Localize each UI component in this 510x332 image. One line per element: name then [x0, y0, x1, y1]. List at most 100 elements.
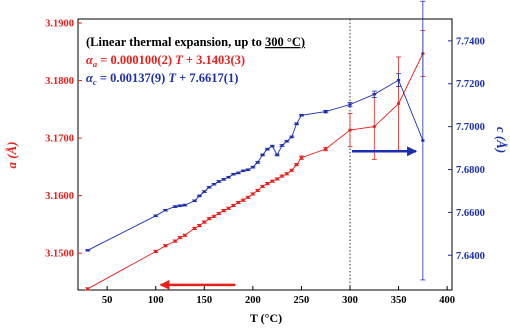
annotation-line-a: αa = 0.000100(2) T + 3.1403(3) — [86, 53, 245, 69]
series-a-point — [251, 192, 255, 196]
series-c-point — [197, 194, 202, 198]
x-tick-label: 300 — [342, 295, 358, 306]
series-c-point — [372, 93, 376, 96]
series-a-point — [163, 244, 168, 247]
series-a-point — [280, 174, 284, 178]
y-tick-label-left: 3.1500 — [45, 249, 74, 260]
series-c-point — [192, 199, 197, 203]
series-a-point — [260, 185, 265, 188]
series-a-point — [231, 204, 236, 207]
series-a-point — [212, 215, 216, 218]
series-c-point — [348, 103, 352, 106]
series-a-point — [285, 172, 289, 175]
series-a-point — [217, 212, 221, 215]
series-c-point — [207, 186, 211, 189]
series-c-point — [270, 144, 274, 148]
y-tick-label-right: 7.6800 — [456, 165, 485, 176]
series-a-point — [275, 177, 279, 181]
series-a-point — [256, 189, 260, 192]
series-c-point — [290, 135, 294, 139]
series-c-point — [285, 140, 289, 143]
series-a-point — [178, 236, 182, 239]
series-c-point — [178, 204, 182, 207]
series-a-point — [173, 239, 177, 243]
y-tick-label-right: 7.6400 — [456, 251, 485, 262]
series-c-point — [222, 178, 226, 181]
series-c-point — [217, 180, 221, 183]
series-a-point — [183, 234, 187, 237]
series-a-point — [265, 182, 270, 185]
series-c-point — [256, 161, 260, 164]
series-a-point — [192, 227, 197, 230]
y-tick-label-right: 7.7000 — [456, 122, 485, 133]
series-c-point — [299, 114, 304, 117]
series-c-point — [86, 249, 90, 252]
series-c-point — [275, 153, 279, 157]
x-tick-label: 400 — [439, 295, 455, 306]
series-c-point — [260, 153, 265, 157]
series-c-point — [202, 190, 206, 193]
series-a-layer — [85, 30, 426, 291]
series-a-line — [87, 53, 424, 290]
y-axis-label-left: a (Å) — [4, 141, 19, 168]
series-a-point — [290, 169, 294, 172]
y-tick-label-right: 7.7200 — [456, 79, 485, 90]
arrows-layer — [159, 146, 418, 290]
series-a-point — [202, 220, 206, 224]
series-a-point — [324, 147, 328, 151]
annotation-line-c: αc = 0.00137(9) T + 7.6617(1) — [86, 71, 238, 87]
y-tick-label-left: 3.1900 — [45, 19, 74, 30]
series-a-point — [372, 125, 376, 128]
series-a-point — [154, 250, 158, 253]
series-c-layer — [85, 0, 426, 281]
series-c-point — [226, 176, 231, 179]
x-tick-label: 100 — [148, 295, 164, 306]
series-c-point — [265, 147, 270, 151]
series-c-point — [280, 144, 284, 147]
y-axis-label-right: c (Å) — [494, 127, 509, 153]
series-c-point — [163, 209, 168, 212]
series-a-point — [246, 196, 250, 199]
series-a-point — [222, 209, 226, 212]
y-tick-label-left: 3.1800 — [45, 76, 74, 87]
x-axis-label: T (°C) — [250, 311, 282, 325]
series-a-point — [197, 224, 202, 227]
series-c-point — [421, 139, 425, 142]
series-c-point — [154, 214, 158, 218]
series-a-point — [299, 156, 304, 159]
series-c-point — [236, 171, 240, 175]
ticks-layer: 50 100 150 200 250 300 350 400 3.1500 3.1600 3.170… — [45, 19, 485, 306]
annotation-line-1: (Linear thermal expansion, up to 300 °C) — [86, 35, 305, 49]
x-tick-label: 150 — [196, 295, 212, 306]
series-a-point — [270, 180, 274, 183]
x-tick-label: 350 — [391, 295, 407, 306]
x-tick-label: 250 — [294, 295, 310, 306]
y-tick-label-left: 3.1700 — [45, 134, 74, 145]
y-tick-label-right: 7.7400 — [456, 36, 485, 47]
series-c-point — [396, 78, 401, 82]
series-a-point — [396, 102, 401, 105]
series-c-point — [173, 205, 177, 208]
series-a-point — [241, 199, 245, 202]
series-c-point — [241, 169, 245, 172]
y-tick-label-right: 7.6600 — [456, 208, 485, 219]
series-c-point — [246, 168, 250, 171]
series-c-point — [212, 183, 216, 186]
plot-frame — [77, 18, 453, 291]
y-tick-label-left: 3.1600 — [45, 191, 74, 202]
series-a-point — [207, 217, 211, 220]
series-c-point — [183, 203, 187, 207]
series-a-point — [86, 287, 90, 291]
series-c-point — [294, 122, 299, 126]
series-c-point — [251, 165, 255, 169]
series-c-point — [231, 173, 236, 176]
series-a-point — [294, 163, 299, 166]
x-tick-label: 50 — [102, 295, 113, 306]
annotation-limit: 300 °C) — [265, 35, 305, 49]
series-a-point — [236, 201, 240, 204]
series-a-point — [348, 128, 352, 132]
series-a-point — [226, 207, 231, 210]
series-c-line — [87, 79, 424, 251]
